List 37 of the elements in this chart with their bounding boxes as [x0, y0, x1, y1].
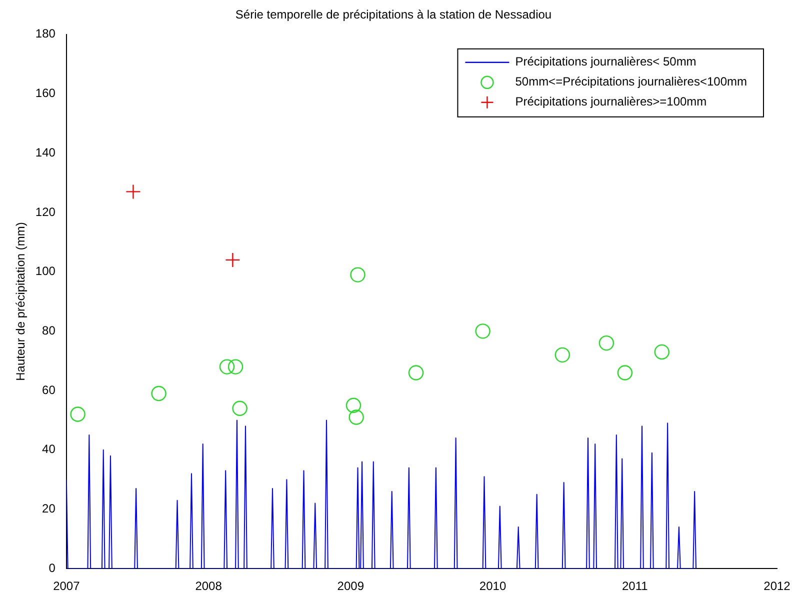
- point: [408, 365, 424, 380]
- y-axis-title: Hauteur de précipitation (mm): [14, 222, 28, 381]
- point: [598, 335, 614, 351]
- point: [617, 365, 633, 380]
- x-tick-label: 2009: [337, 579, 364, 594]
- point: [70, 406, 86, 422]
- y-tick-label: 100: [35, 264, 56, 278]
- x-tick-label: 2010: [479, 579, 506, 594]
- legend-label: Précipitations journalières>=100mm: [515, 94, 707, 109]
- point: [219, 359, 235, 374]
- point: [126, 184, 141, 200]
- chart-title: Série temporelle de précipitations à la station de Nessadiou: [235, 8, 552, 22]
- point: [346, 398, 362, 413]
- y-tick-label: 0: [48, 560, 56, 575]
- legend-label: Précipitations journalières< 50mm: [515, 54, 696, 69]
- x-tick-label: 2008: [195, 579, 222, 594]
- point: [554, 347, 570, 363]
- point: [348, 410, 364, 425]
- y-tick-label: 80: [42, 323, 56, 338]
- point: [475, 324, 490, 339]
- point: [228, 359, 244, 374]
- y-tick-label: 140: [35, 145, 56, 160]
- point: [232, 400, 248, 416]
- y-tick-label: 40: [42, 442, 56, 456]
- y-tick-label: 160: [35, 86, 56, 100]
- x-tick-label: 2012: [764, 579, 791, 594]
- y-tick-label: 120: [35, 204, 56, 219]
- y-tick-label: 20: [42, 502, 56, 516]
- x-tick-label: 2007: [53, 579, 80, 594]
- y-tick-label: 60: [42, 382, 56, 397]
- point: [151, 386, 166, 402]
- y-tick-label: 180: [35, 26, 56, 41]
- point: [225, 252, 240, 268]
- x-tick-label: 2011: [622, 579, 648, 594]
- legend-label: 50mm<=Précipitations journalières<100mm: [515, 74, 748, 89]
- point: [654, 344, 670, 360]
- point: [350, 267, 366, 282]
